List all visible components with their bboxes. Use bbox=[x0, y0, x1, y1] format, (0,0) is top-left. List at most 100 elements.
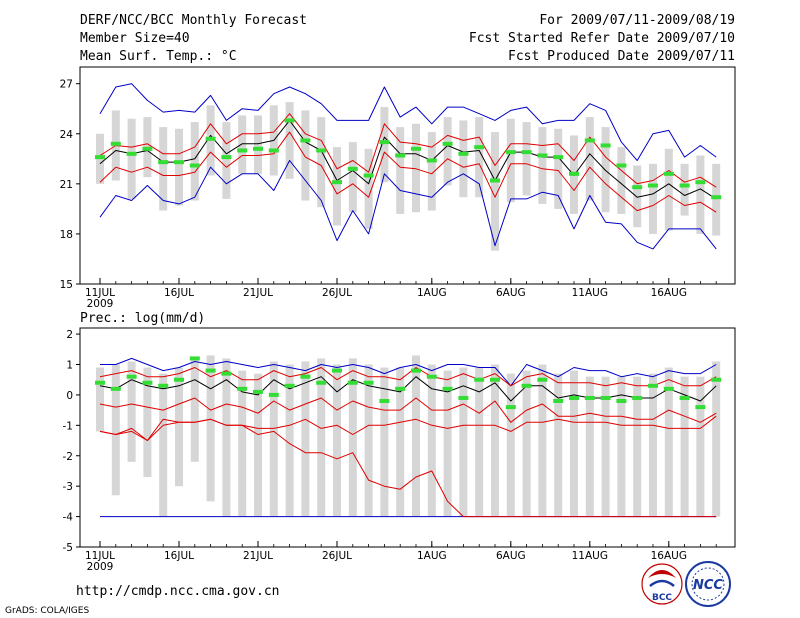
ensemble-box bbox=[633, 165, 642, 228]
x-tick-label: 11JUL bbox=[85, 287, 115, 299]
observed-marker bbox=[300, 138, 311, 143]
observed-marker bbox=[663, 386, 674, 391]
ensemble-box bbox=[396, 367, 405, 517]
observed-marker bbox=[584, 395, 595, 400]
ensemble-box bbox=[396, 127, 405, 214]
ensemble-box bbox=[301, 361, 310, 517]
y-tick-label: -5 bbox=[63, 542, 73, 554]
observed-marker bbox=[426, 374, 437, 379]
observed-marker bbox=[268, 392, 279, 397]
ensemble-box bbox=[143, 367, 152, 478]
ensemble-mean-line bbox=[99, 376, 717, 402]
ensemble-box bbox=[696, 155, 705, 234]
observed-marker bbox=[110, 386, 121, 391]
y-tick-label: 21 bbox=[60, 179, 73, 191]
ensemble-box bbox=[570, 370, 578, 517]
ensemble-box bbox=[285, 102, 294, 179]
x-tick-label: 21JUL bbox=[243, 550, 273, 562]
x-tick-label: 16AUG bbox=[651, 287, 687, 299]
observed-marker bbox=[537, 377, 548, 382]
ensemble-box bbox=[427, 132, 436, 211]
ncc-logo: NCC bbox=[685, 561, 731, 607]
ensemble-box bbox=[127, 118, 136, 199]
observed-marker bbox=[553, 155, 564, 160]
ensemble-box bbox=[175, 128, 183, 206]
observed-marker bbox=[600, 395, 611, 400]
observed-marker bbox=[126, 151, 137, 156]
observed-marker bbox=[648, 183, 658, 188]
observed-marker bbox=[395, 386, 406, 391]
observed-marker bbox=[711, 195, 722, 200]
observed-marker bbox=[569, 395, 579, 400]
ensemble-box bbox=[617, 147, 626, 214]
ensemble-box bbox=[664, 367, 673, 517]
x-tick-label: 16AUG bbox=[651, 550, 687, 562]
ensemble-box bbox=[585, 376, 594, 517]
ensemble-box bbox=[680, 163, 689, 216]
ensemble-box bbox=[412, 355, 420, 517]
ensemble-box bbox=[159, 127, 168, 211]
variable-label: Mean Surf. Temp.: °C bbox=[80, 49, 237, 64]
ensemble-box bbox=[538, 127, 547, 204]
ensemble-box bbox=[601, 127, 610, 213]
ensemble-box bbox=[459, 367, 468, 517]
ncc-logo-text: NCC bbox=[693, 578, 723, 593]
observed-marker bbox=[300, 374, 311, 379]
lower-inner-line bbox=[99, 131, 717, 213]
observed-marker bbox=[221, 155, 232, 160]
x-tick-label: 16JUL bbox=[164, 550, 194, 562]
observed-marker bbox=[505, 405, 516, 410]
y-tick-label: 15 bbox=[60, 279, 73, 291]
observed-marker bbox=[205, 136, 216, 141]
x-tick-label: 26JUL bbox=[322, 287, 352, 299]
observed-marker bbox=[237, 386, 248, 391]
observed-marker bbox=[189, 163, 200, 168]
ensemble-box bbox=[238, 370, 247, 517]
plot-frame bbox=[79, 327, 736, 548]
x-tick-label: 1AUG bbox=[417, 287, 447, 299]
observed-marker bbox=[95, 155, 105, 160]
ensemble-box bbox=[475, 367, 484, 517]
observed-marker bbox=[142, 146, 153, 151]
ensemble-box bbox=[712, 361, 721, 517]
observed-marker bbox=[347, 166, 358, 171]
precip-panel-title: Prec.: log(mm/d) bbox=[80, 311, 205, 326]
ensemble-box bbox=[380, 107, 389, 183]
x-tick-label: 1AUG bbox=[417, 550, 447, 562]
observed-marker bbox=[695, 405, 706, 410]
observed-marker bbox=[347, 380, 358, 385]
ensemble-box bbox=[348, 142, 357, 213]
ensemble-box bbox=[159, 373, 168, 517]
ensemble-box bbox=[617, 376, 626, 517]
ensemble-box bbox=[506, 373, 515, 517]
x-tick-label: 11AUG bbox=[572, 287, 608, 299]
observed-marker bbox=[284, 118, 295, 123]
ensemble-box bbox=[269, 361, 278, 517]
observed-marker bbox=[648, 383, 658, 388]
ensemble-box bbox=[254, 115, 262, 174]
ensemble-box bbox=[696, 376, 705, 517]
ensemble-box bbox=[633, 376, 642, 517]
observed-marker bbox=[363, 380, 374, 385]
observed-marker bbox=[711, 377, 722, 382]
observed-marker bbox=[221, 371, 232, 376]
grads-credit: GrADS: COLA/IGES bbox=[5, 606, 89, 616]
observed-marker bbox=[695, 180, 706, 185]
y-tick-label: -2 bbox=[63, 451, 73, 463]
ensemble-box bbox=[333, 364, 341, 517]
observed-marker bbox=[205, 368, 216, 373]
observed-marker bbox=[189, 356, 200, 361]
x-tick-label: 6AUG bbox=[496, 287, 526, 299]
produced-date: Fcst Produced Date 2009/07/11 bbox=[508, 49, 735, 64]
ensemble-box bbox=[427, 364, 436, 517]
observed-marker bbox=[632, 185, 643, 190]
upper-inner-line bbox=[99, 367, 717, 387]
x-year-label: 2009 bbox=[87, 298, 114, 310]
ensemble-box bbox=[333, 147, 341, 226]
observed-marker bbox=[142, 380, 153, 385]
observed-marker bbox=[458, 395, 469, 400]
observed-marker bbox=[379, 399, 390, 403]
forecast-period: For 2009/07/11-2009/08/19 bbox=[539, 13, 735, 28]
ensemble-box bbox=[206, 355, 215, 502]
observed-marker bbox=[158, 383, 169, 388]
